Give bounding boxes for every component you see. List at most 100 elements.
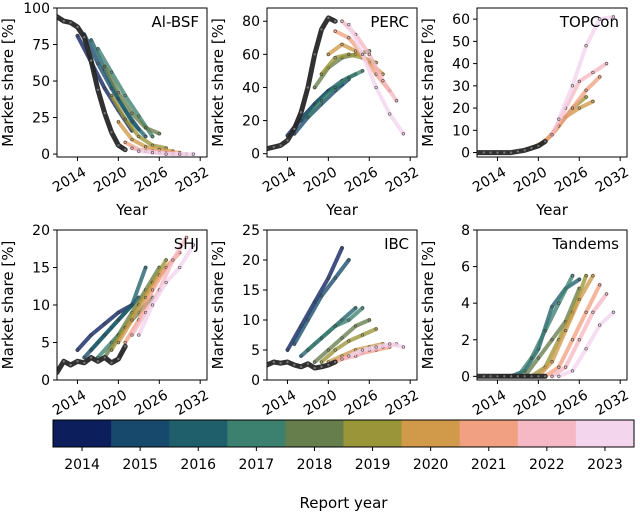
colorbar-label-2018: 2018 (297, 457, 333, 473)
data-point-2016 (577, 277, 581, 282)
data-point-2023 (374, 85, 378, 90)
data-point-2016 (143, 134, 148, 139)
data-point-2023 (137, 149, 141, 153)
history-point (62, 360, 65, 363)
history-point (117, 144, 120, 147)
series-line-2023 (346, 342, 406, 358)
data-point-2020 (326, 52, 331, 57)
history-point (96, 360, 100, 363)
panel-al-bsf: 0 25 50 75 100 2014 2020 2026 2032 Al-BSF Year Mark… (0, 1, 212, 219)
data-point-2016 (143, 265, 148, 270)
history-point (103, 356, 106, 359)
x-tick-label: 2026 (342, 387, 381, 419)
y-tick-label: 6 (461, 260, 470, 276)
history-point (293, 363, 296, 367)
colorbar-title: Report year (300, 494, 389, 512)
data-point-2023 (191, 243, 196, 247)
data-point-2020 (577, 297, 581, 302)
data-point-2022 (604, 61, 609, 66)
panel-title: SHJ (174, 235, 199, 253)
history-point (272, 360, 275, 364)
history-point (509, 151, 513, 154)
y-axis-label: Market share [%] (209, 18, 227, 147)
series-line-2016 (89, 265, 148, 352)
history-point (110, 361, 113, 364)
series-line-2022 (550, 292, 609, 379)
data-point-2023 (360, 52, 365, 57)
history-point (306, 86, 310, 89)
data-point-2018 (367, 318, 371, 322)
panel-title: PERC (370, 13, 409, 31)
colorbar-label-2017: 2017 (239, 457, 275, 473)
panel-topcon: 0 10 20 30 40 50 60 2014 2020 2026 2032 TOPCon Year M… (419, 7, 632, 219)
data-point-2020 (563, 328, 568, 333)
history-point (279, 362, 282, 365)
colorbar-label-2019: 2019 (355, 457, 391, 473)
data-point-2016 (353, 306, 358, 310)
history-point (110, 131, 113, 134)
colorbar-swatch-2021 (459, 420, 519, 447)
history-point (523, 375, 526, 378)
data-point-2014 (89, 333, 93, 337)
data-point-2015 (96, 61, 100, 66)
y-tick-label: 4 (461, 296, 470, 312)
data-point-2020 (130, 137, 134, 142)
series-line-2017 (305, 68, 365, 120)
data-point-2021 (347, 36, 351, 40)
x-tick-label: 2020 (301, 164, 340, 196)
series-line-2018 (102, 64, 162, 136)
data-point-2017 (306, 348, 310, 352)
data-point-2022 (171, 258, 175, 262)
colorbar-label-2016: 2016 (180, 457, 216, 473)
data-point-2018 (313, 85, 317, 90)
data-point-2021 (570, 106, 575, 110)
x-tick-label: 2014 (260, 387, 299, 419)
history-point (76, 25, 79, 29)
data-point-2021 (598, 75, 602, 79)
data-point-2021 (150, 288, 155, 292)
y-tick-label: 50 (32, 74, 50, 90)
y-axis-label: Market share [%] (0, 18, 17, 147)
series-line-2023 (136, 149, 196, 157)
panel-title: Tandems (551, 235, 619, 253)
data-point-2019 (109, 348, 114, 352)
history-point (69, 363, 72, 367)
x-tick-label: 2014 (470, 164, 509, 196)
y-tick-label: 50 (452, 34, 470, 50)
y-tick-label: 0 (251, 147, 260, 163)
data-point-2022 (394, 99, 399, 103)
y-tick-label: 100 (23, 1, 50, 17)
data-point-2020 (116, 340, 121, 345)
data-point-2020 (116, 120, 121, 124)
history-point (117, 357, 120, 361)
history-point (516, 150, 520, 153)
data-point-2016 (130, 120, 134, 124)
history-point (286, 360, 289, 364)
data-point-2014 (75, 348, 80, 352)
y-axis-label: Market share [%] (419, 18, 437, 147)
x-axis-label: Year (325, 201, 359, 219)
x-tick-label: 2032 (173, 164, 212, 196)
data-point-2018 (536, 356, 541, 360)
y-axis-label: Market share [%] (209, 241, 227, 370)
history-point (313, 53, 316, 56)
axes-frame (266, 7, 418, 158)
data-point-2017 (319, 99, 324, 103)
x-tick-label: 2020 (511, 387, 550, 419)
history-point (62, 19, 65, 23)
data-point-2017 (529, 356, 534, 360)
data-point-2018 (103, 64, 107, 69)
history-point (496, 375, 499, 378)
data-point-2023 (401, 132, 406, 136)
x-tick-label: 2026 (552, 164, 591, 196)
data-point-2023 (347, 22, 351, 27)
history-point (489, 375, 492, 378)
series-line-2015 (292, 258, 351, 346)
x-tick-label: 2032 (383, 387, 422, 419)
data-point-2023 (191, 152, 196, 156)
x-tick-label: 2014 (470, 387, 509, 419)
y-tick-label: 15 (242, 283, 260, 299)
series-line-2018 (522, 286, 582, 379)
history-line (477, 138, 548, 156)
data-point-2019 (347, 339, 351, 343)
